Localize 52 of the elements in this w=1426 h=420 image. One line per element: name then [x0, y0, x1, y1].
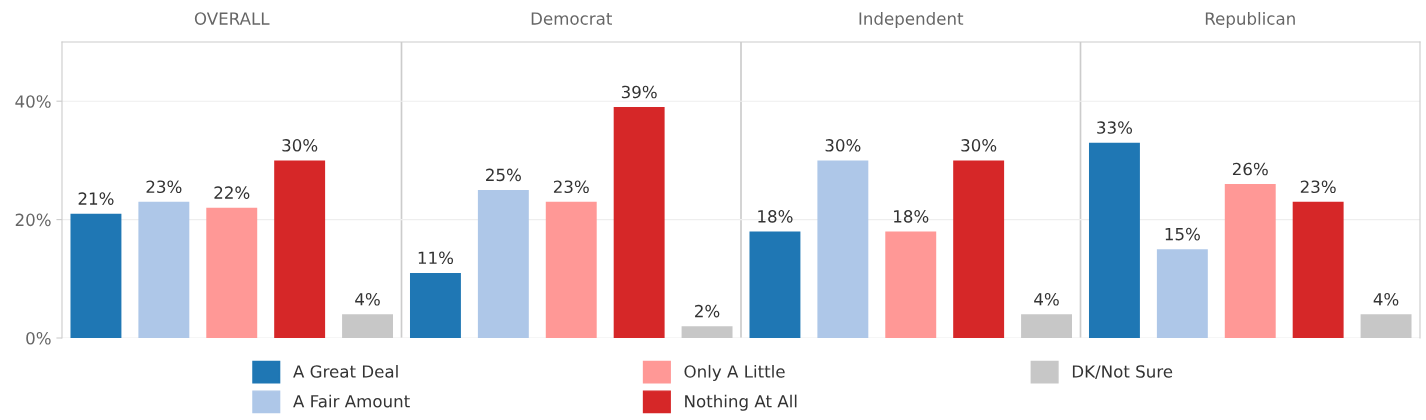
data-label: 26% — [1232, 162, 1268, 176]
x-tick-label: Independent — [859, 11, 964, 29]
legend-label: Nothing At All — [685, 394, 797, 411]
bar — [1360, 314, 1412, 338]
bar — [545, 201, 597, 338]
legend-label: A Great Deal — [293, 364, 398, 378]
data-label: 25% — [486, 168, 521, 182]
y-tick-label: 20% — [15, 213, 51, 227]
x-tick-label: OVERALL — [194, 12, 270, 25]
data-label: 39% — [621, 85, 657, 99]
bar — [681, 326, 733, 338]
data-label: 30% — [282, 139, 318, 152]
data-label: 21% — [78, 192, 114, 205]
data-label: 33% — [1097, 121, 1133, 134]
data-label: 22% — [214, 186, 250, 199]
bar — [138, 201, 190, 338]
bar — [409, 272, 461, 338]
y-tick-label: 0% — [26, 331, 51, 345]
data-label: 4% — [1373, 292, 1399, 306]
x-tick-label: Republican — [1205, 11, 1295, 29]
legend-label: Only A Little — [684, 364, 785, 382]
data-label: 11% — [418, 251, 454, 265]
y-tick-label: 40% — [15, 95, 51, 108]
bar — [206, 207, 258, 338]
data-label: 30% — [825, 139, 861, 152]
bar — [274, 160, 326, 338]
bar — [885, 231, 937, 338]
data-label: 4% — [1034, 292, 1059, 306]
bar — [342, 314, 394, 338]
data-label: 18% — [894, 210, 929, 223]
x-tick-label: Democrat — [531, 12, 612, 25]
data-label: 23% — [146, 180, 182, 194]
data-label: 2% — [695, 304, 720, 318]
legend-label: A Fair Amount — [293, 394, 410, 408]
data-label: 23% — [1300, 180, 1336, 194]
data-label: 30% — [961, 139, 997, 152]
bar — [749, 231, 801, 338]
bar — [477, 190, 529, 338]
data-label: 4% — [355, 292, 380, 306]
data-label: 18% — [758, 210, 793, 223]
bar — [70, 213, 122, 338]
bar — [1156, 249, 1208, 338]
bar — [613, 107, 665, 338]
bar — [1224, 184, 1276, 338]
data-label: 23% — [553, 180, 589, 194]
legend-label: DK/Not Sure — [1072, 365, 1173, 380]
bar — [1088, 142, 1140, 338]
bar — [1292, 201, 1344, 338]
bar — [1021, 314, 1073, 338]
bar — [817, 160, 869, 338]
data-label: 15% — [1165, 227, 1200, 241]
bar — [953, 160, 1005, 338]
